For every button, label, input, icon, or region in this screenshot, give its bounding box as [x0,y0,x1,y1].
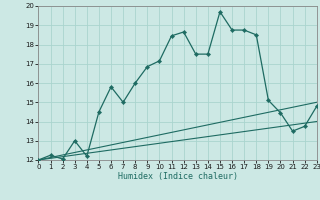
X-axis label: Humidex (Indice chaleur): Humidex (Indice chaleur) [118,172,238,181]
